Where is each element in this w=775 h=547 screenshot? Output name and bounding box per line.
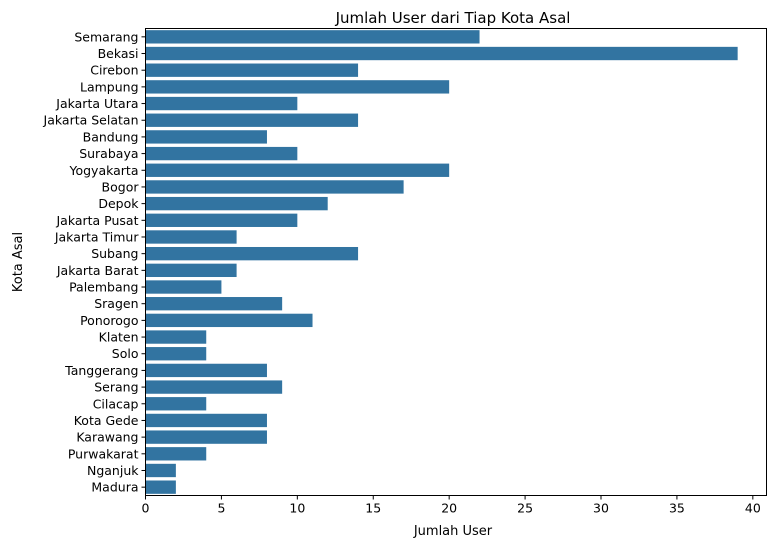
y-tick-label: Depok: [98, 196, 139, 211]
y-tick-label: Yogyakarta: [69, 163, 139, 178]
y-tick-label: Subang: [91, 246, 138, 261]
y-tick-label: Klaten: [99, 330, 139, 345]
bar: [145, 63, 359, 77]
bar: [145, 330, 207, 344]
y-tick-label: Sragen: [94, 296, 138, 311]
y-tick-label: Purwakarat: [68, 446, 139, 461]
bar: [145, 413, 267, 428]
x-tick-label: 15: [365, 501, 381, 516]
bar: [145, 480, 176, 494]
y-tick-label: Bandung: [83, 129, 139, 144]
x-tick-label: 10: [289, 501, 305, 516]
y-tick-label: Serang: [94, 380, 138, 395]
bar: [145, 280, 222, 294]
bar: [145, 80, 450, 94]
bar: [145, 30, 480, 44]
bar: [145, 347, 207, 361]
chart-title: Jumlah User dari Tiap Kota Asal: [335, 9, 571, 27]
y-tick-label: Nganjuk: [87, 463, 139, 478]
x-tick-label: 35: [669, 501, 685, 516]
x-tick-label: 40: [745, 501, 761, 516]
x-tick-label: 20: [441, 501, 457, 516]
bar: [145, 380, 283, 394]
y-tick-label: Jakarta Barat: [56, 263, 139, 278]
y-tick-label: Cirebon: [90, 63, 138, 78]
bar: [145, 397, 207, 411]
y-tick-label: Palembang: [69, 280, 138, 295]
y-tick-label: Jakarta Pusat: [55, 213, 138, 228]
y-tick-label: Lampung: [80, 79, 139, 94]
bar: [145, 263, 237, 278]
x-axis-label: Jumlah User: [413, 524, 493, 539]
y-tick-label: Jakarta Utara: [55, 96, 138, 111]
y-tick-label: Semarang: [74, 29, 138, 44]
plot-frame: [145, 28, 767, 496]
bar: [145, 196, 328, 211]
y-tick-label: Tanggerang: [64, 363, 138, 378]
bar: [145, 463, 176, 478]
y-tick-label: Karawang: [76, 430, 138, 445]
y-tick-label: Bogor: [102, 179, 140, 194]
bar: [145, 213, 298, 227]
bar: [145, 430, 267, 444]
y-tick-label: Jakarta Selatan: [43, 113, 139, 128]
bar: [145, 46, 738, 61]
bar: [145, 313, 313, 328]
y-tick-label: Solo: [112, 346, 139, 361]
bar: [145, 246, 359, 261]
y-tick-label: Bekasi: [98, 46, 139, 61]
y-tick-label: Kota Gede: [74, 413, 139, 428]
bar: [145, 130, 267, 144]
y-tick-label: Surabaya: [79, 146, 138, 161]
bar: [145, 297, 283, 311]
x-tick-label: 25: [517, 501, 533, 516]
y-tick-label: Cilacap: [93, 396, 139, 411]
bar: [145, 146, 298, 161]
bar: [145, 363, 267, 378]
bar: [145, 180, 404, 194]
bar: [145, 96, 298, 111]
x-tick-label: 5: [217, 501, 225, 516]
y-tick-label: Ponorogo: [80, 313, 138, 328]
x-tick-label: 30: [593, 501, 609, 516]
bar: [145, 113, 359, 127]
x-axis-ticks: 0 5 10 15 20 25 30 35 40: [142, 495, 761, 516]
y-tick-label: Madura: [91, 480, 138, 495]
bar: [145, 163, 450, 177]
bars-group: [145, 30, 738, 494]
x-tick-label: 0: [142, 501, 150, 516]
y-axis-label: Kota Asal: [11, 232, 26, 292]
bar: [145, 447, 207, 461]
bar: [145, 230, 237, 244]
y-tick-label: Jakarta Timur: [54, 229, 140, 244]
